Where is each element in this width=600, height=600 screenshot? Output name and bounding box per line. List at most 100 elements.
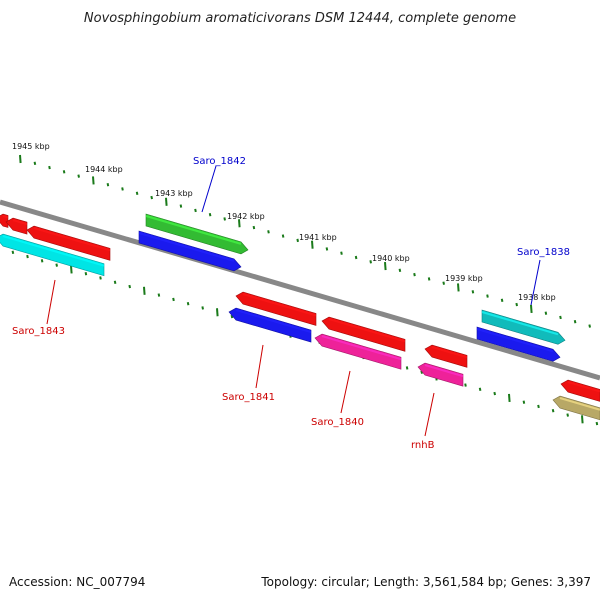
gene-leader-line — [255, 344, 264, 389]
outer-tick — [544, 311, 548, 315]
gene-label[interactable]: rnhB — [411, 440, 435, 451]
inner-tick — [113, 280, 117, 284]
outer-scale-ticks — [19, 154, 591, 328]
outer-tick — [486, 294, 489, 298]
accession-text: Accession: NC_007794 — [9, 575, 145, 589]
gene-arrow — [26, 225, 111, 261]
gene-arrow — [424, 344, 468, 368]
inner-tick — [172, 297, 175, 302]
gene-leader-line — [46, 279, 56, 325]
outer-tick — [588, 324, 591, 328]
gene-arrow — [552, 395, 600, 421]
gene-arrow — [138, 230, 242, 272]
gene-label[interactable]: Saro_1838 — [517, 247, 570, 258]
gene-arrow — [0, 233, 105, 277]
inner-tick — [40, 259, 44, 263]
outer-tick — [442, 281, 445, 285]
outer-tick — [267, 230, 270, 234]
outer-tick — [311, 240, 314, 249]
inner-tick — [478, 387, 482, 392]
outer-tick — [559, 315, 562, 320]
inner-tick — [186, 301, 190, 306]
gene-arrow — [235, 291, 317, 326]
tick-label: 1939 kbp — [445, 274, 483, 283]
outer-tick — [33, 161, 37, 165]
outer-tick — [223, 217, 226, 221]
gene-arrow — [145, 213, 249, 255]
outer-tick — [500, 298, 504, 303]
inner-tick — [551, 409, 555, 413]
outer-tick — [194, 208, 197, 213]
inner-tick — [201, 306, 204, 310]
genome-backbone — [0, 199, 600, 381]
inner-tick — [537, 404, 540, 409]
inner-tick — [128, 284, 131, 289]
tick-label: 1940 kbp — [372, 254, 410, 263]
inner-tick — [405, 366, 409, 370]
gene-arrow — [560, 379, 600, 402]
gene-arrow — [417, 362, 464, 387]
inner-tick — [99, 276, 102, 280]
gene-label[interactable]: Saro_1841 — [222, 392, 275, 403]
outer-tick — [135, 191, 139, 195]
outer-tick — [354, 255, 358, 260]
outer-tick — [340, 251, 343, 255]
gene-leader-line — [340, 370, 351, 414]
outer-tick — [398, 268, 402, 273]
outer-tick — [150, 195, 153, 200]
inner-tick — [464, 383, 467, 387]
outer-tick — [165, 197, 168, 206]
outer-tick — [238, 219, 241, 228]
outer-tick — [62, 170, 66, 174]
outer-tick — [19, 154, 22, 164]
outer-tick — [48, 165, 51, 170]
inner-tick — [566, 413, 569, 417]
gene-arrow — [321, 316, 406, 352]
inner-tick — [11, 250, 15, 254]
gene-label[interactable]: Saro_1843 — [12, 326, 65, 337]
gene-label[interactable]: Saro_1842 — [193, 156, 246, 167]
gene-arrow — [0, 213, 9, 228]
outer-tick — [471, 290, 475, 294]
outer-tick — [296, 238, 299, 243]
tick-label: 1944 kbp — [85, 165, 123, 174]
inner-tick — [493, 391, 496, 396]
outer-tick — [106, 182, 110, 187]
outer-tick — [384, 261, 387, 271]
outer-tick — [325, 247, 329, 251]
inner-tick — [70, 265, 73, 274]
inner-tick — [508, 393, 511, 402]
gene-label[interactable]: Saro_1840 — [311, 417, 364, 428]
tick-label: 1942 kbp — [227, 212, 265, 221]
genome-summary-text: Topology: circular; Length: 3,561,584 bp… — [260, 575, 591, 589]
outer-tick — [179, 204, 183, 208]
tick-label: 1943 kbp — [155, 189, 193, 198]
gene-arrow — [314, 333, 402, 370]
inner-tick — [143, 286, 146, 295]
tick-label: 1945 kbp — [12, 142, 50, 151]
tick-label: 1941 kbp — [299, 233, 337, 242]
outer-tick — [573, 320, 577, 324]
gene-labels: Saro_1843 Saro_1842 Saro_1841 Saro_1840 rnhB… — [12, 156, 570, 451]
tick-label: 1938 kbp — [518, 293, 556, 302]
inner-tick — [595, 421, 599, 426]
gene-track — [0, 213, 600, 421]
outer-tick — [92, 176, 95, 185]
inner-tick — [157, 293, 161, 297]
outer-tick — [427, 277, 431, 281]
gene-leader-line — [530, 259, 541, 306]
gene-leader-line — [424, 392, 435, 437]
map-title: Novosphingobium aromaticivorans DSM 1244… — [84, 11, 516, 26]
outer-tick — [515, 302, 518, 307]
outer-tick — [77, 174, 80, 178]
outer-tick — [121, 187, 124, 191]
gene-arrow — [5, 217, 28, 235]
inner-tick — [216, 308, 219, 317]
inner-tick — [581, 415, 584, 424]
gene-arrow — [228, 307, 312, 343]
scale-tick-labels: 1945 kbp 1944 kbp 1943 kbp 1942 kbp 1941 kbp… — [12, 142, 556, 302]
gene-arrow — [481, 309, 566, 345]
outer-tick — [369, 260, 372, 264]
gene-leader-line — [201, 165, 217, 213]
